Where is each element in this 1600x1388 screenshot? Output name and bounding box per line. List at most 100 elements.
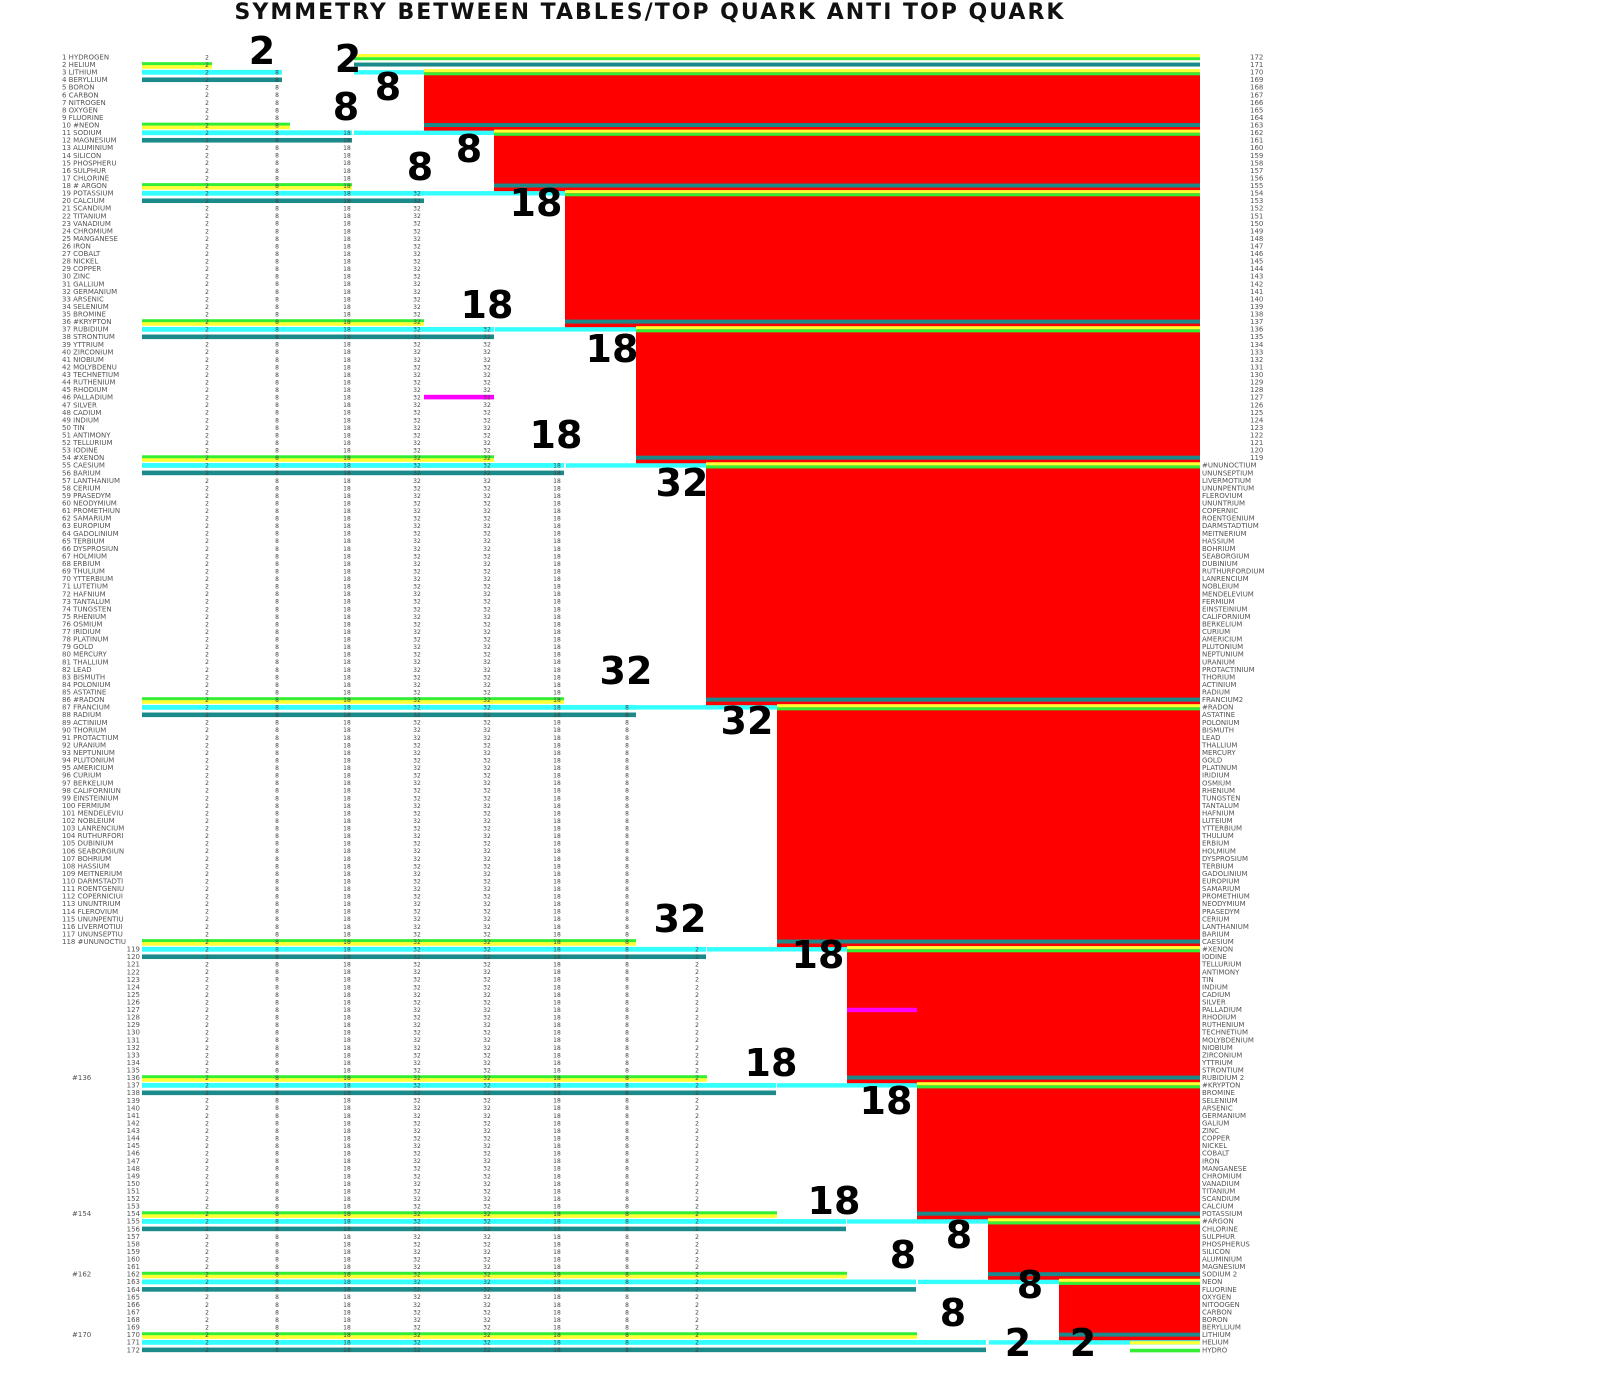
- element-label-right: PHOSPHERUS: [1202, 1240, 1250, 1248]
- cell-digit: 32: [413, 1279, 421, 1286]
- cell-digit: 18: [553, 1173, 561, 1180]
- cell-digit: 18: [553, 500, 561, 507]
- alkali-bar-55: [142, 463, 564, 468]
- cell-digit: 18: [553, 599, 561, 606]
- cell-digit: 18: [343, 826, 351, 833]
- element-label-right: SULPHUR: [1202, 1233, 1235, 1241]
- cell-digit: 2: [205, 236, 209, 243]
- cell-digit: 8: [625, 1120, 629, 1127]
- element-label-left: 29 COPPER: [62, 265, 101, 273]
- cell-digit: 2: [205, 795, 209, 802]
- alkali-bar-155: [142, 1219, 846, 1224]
- cell-digit: 8: [275, 1256, 279, 1263]
- halogen-bar-ext-161: [212, 1271, 847, 1275]
- cell-digit: 32: [413, 523, 421, 530]
- cell-digit: 2: [205, 387, 209, 394]
- cell-digit: 8: [625, 848, 629, 855]
- cell-digit: 18: [553, 531, 561, 538]
- cell-digit: 8: [275, 1279, 279, 1286]
- cell-digit: 8: [275, 757, 279, 764]
- cell-digit: 2: [205, 107, 209, 114]
- cell-digit: 32: [483, 977, 491, 984]
- cell-digit: 2: [205, 243, 209, 250]
- element-label-right: UNUNPENTIUM: [1202, 484, 1254, 492]
- alkali-bar-163: [142, 1279, 916, 1285]
- earth-bar-38: [142, 334, 494, 340]
- cell-digit: 18: [553, 1007, 561, 1014]
- cell-digit: 8: [275, 553, 279, 560]
- cell-digit: 18: [343, 228, 351, 235]
- cell-digit: 8: [625, 841, 629, 848]
- cell-digit: 8: [275, 1211, 279, 1218]
- cell-digit: 18: [343, 432, 351, 439]
- cell-digit: 18: [553, 962, 561, 969]
- cell-digit: 2: [205, 1075, 209, 1082]
- cell-digit: 18: [343, 455, 351, 462]
- cell-digit: 2: [205, 909, 209, 916]
- cell-digit: 18: [553, 1347, 561, 1354]
- row-number-left: 128: [127, 1014, 140, 1022]
- period-count-label: 18: [586, 327, 639, 371]
- cell-digit: 18: [553, 1135, 561, 1142]
- cell-digit: 18: [553, 1340, 561, 1347]
- cell-digit: 18: [553, 493, 561, 500]
- element-label-right: IRIDIUM: [1202, 772, 1230, 780]
- element-label-right: POTASSIUM: [1202, 1210, 1242, 1218]
- cell-digit: 32: [413, 1181, 421, 1188]
- cell-digit: 32: [483, 773, 491, 780]
- cell-digit: 18: [343, 916, 351, 923]
- cell-digit: 18: [553, 992, 561, 999]
- cell-digit: 18: [343, 213, 351, 220]
- cell-digit: 18: [553, 826, 561, 833]
- cell-digit: 18: [553, 1060, 561, 1067]
- cell-digit: 8: [275, 349, 279, 356]
- cell-digit: 32: [413, 818, 421, 825]
- cell-digit: 32: [413, 478, 421, 485]
- cell-digit: 8: [275, 826, 279, 833]
- red-block-9: [917, 1083, 1200, 1222]
- cell-digit: 2: [205, 1181, 209, 1188]
- cell-digit: 18: [553, 1022, 561, 1029]
- cell-digit: 32: [483, 856, 491, 863]
- row-number-left: 129: [127, 1021, 140, 1029]
- cell-digit: 8: [275, 1120, 279, 1127]
- cell-digit: 18: [553, 1279, 561, 1286]
- cell-digit: 32: [413, 1030, 421, 1037]
- cell-digit: 2: [205, 349, 209, 356]
- cell-digit: 32: [483, 1105, 491, 1112]
- cell-digit: 32: [483, 1151, 491, 1158]
- element-label-right: PROTACTINIUM: [1202, 666, 1255, 674]
- cell-digit: 32: [483, 871, 491, 878]
- cell-digit: 8: [275, 145, 279, 152]
- cell-digit: 18: [343, 1037, 351, 1044]
- right-halogen-bar-11: [1059, 1281, 1200, 1285]
- cell-digit: 32: [483, 568, 491, 575]
- cell-digit: 32: [413, 568, 421, 575]
- element-label-left: 97 BERKELIUM: [62, 779, 113, 787]
- cell-digit: 8: [275, 372, 279, 379]
- element-label-left: 9 FLUORINE: [62, 114, 103, 122]
- cell-digit: 2: [205, 463, 209, 470]
- cell-digit: 32: [483, 1007, 491, 1014]
- cell-digit: 8: [275, 992, 279, 999]
- cell-digit: 18: [343, 274, 351, 281]
- element-label-left: 67 HOLMIUM: [62, 552, 107, 560]
- cell-digit: 8: [275, 92, 279, 99]
- element-label-left: 115 UNUNPENTIU: [62, 915, 124, 923]
- cell-digit: 8: [625, 773, 629, 780]
- cell-digit: 32: [483, 1264, 491, 1271]
- halogen-bar-ext-169: [212, 1332, 917, 1336]
- right-noble-bar-2: [424, 69, 1200, 73]
- cell-digit: 2: [205, 92, 209, 99]
- right-halogen-bar-2: [424, 72, 1200, 76]
- cell-digit: 18: [553, 939, 561, 946]
- cell-digit: 32: [413, 1340, 421, 1347]
- cell-digit: 18: [343, 939, 351, 946]
- element-label-right: CHROMIUM: [1202, 1172, 1242, 1180]
- cell-digit: 8: [275, 470, 279, 477]
- cell-digit: 32: [413, 372, 421, 379]
- earth-bar-120: [142, 954, 706, 960]
- cell-digit: 18: [553, 629, 561, 636]
- cell-digit: 32: [483, 757, 491, 764]
- cell-digit: 8: [275, 1181, 279, 1188]
